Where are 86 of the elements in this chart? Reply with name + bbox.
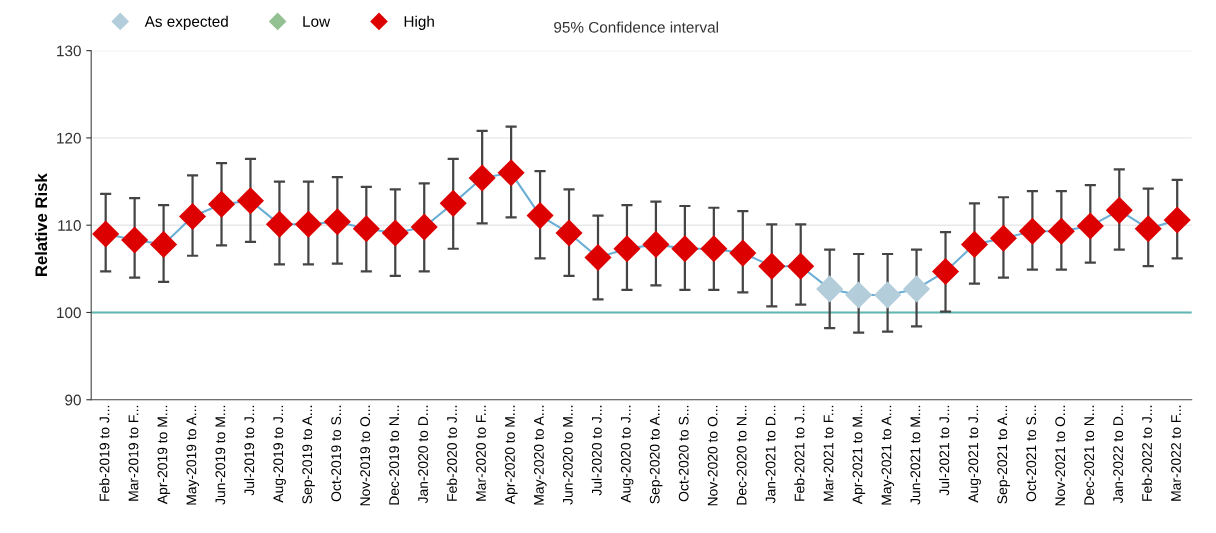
x-tick-label: Apr-2021 to M...	[852, 405, 866, 505]
point	[207, 190, 236, 218]
point	[584, 243, 612, 272]
x-tick-label: Sep-2019 to A...	[302, 405, 315, 504]
point	[700, 235, 728, 263]
point	[439, 189, 467, 217]
point	[1163, 206, 1191, 234]
x-tick-label: Jul-2020 to J...	[591, 405, 602, 496]
x-tick-label: Mar-2020 to F...	[476, 405, 486, 501]
y-tick-label: 110	[58, 220, 81, 231]
x-tick-label: Jan-2020 to D...	[418, 405, 428, 504]
x-tick-label: Aug-2020 to J...	[620, 405, 634, 503]
point	[729, 239, 757, 267]
point	[323, 208, 351, 236]
point	[150, 230, 178, 258]
x-tick-label: Feb-2019 to J...	[99, 405, 110, 501]
point	[758, 252, 786, 280]
point	[903, 275, 931, 303]
point	[613, 235, 641, 263]
x-tick-label: Jan-2021 to D...	[765, 405, 776, 504]
x-tick-label: Mar-2019 to F...	[128, 405, 139, 501]
x-tick-label: Nov-2019 to O...	[360, 405, 371, 506]
x-tick-label: Apr-2019 to M...	[157, 405, 171, 505]
x-tick-label: May-2019 to A...	[186, 405, 200, 505]
point	[1076, 212, 1104, 240]
point	[352, 215, 380, 243]
x-tick-label: Aug-2021 to J...	[968, 405, 981, 503]
point	[989, 224, 1017, 252]
x-tick-label: Nov-2020 to O...	[707, 405, 718, 506]
x-tick-label: Mar-2021 to F...	[823, 405, 834, 501]
x-tick-label: Jul-2021 to J...	[939, 405, 950, 496]
point	[497, 159, 525, 187]
point	[642, 230, 670, 258]
x-tick-label: Dec-2020 to N...	[736, 405, 747, 505]
x-tick-label: Sep-2020 to A...	[649, 405, 663, 504]
point	[179, 202, 207, 230]
point	[1018, 217, 1046, 245]
x-tick-label: Jun-2020 to M...	[562, 405, 573, 505]
x-tick-label: Oct-2019 to S...	[331, 405, 342, 502]
x-tick-label: May-2020 to A...	[533, 405, 547, 505]
point	[1047, 217, 1075, 245]
x-tick-label: Apr-2020 to M...	[505, 405, 518, 505]
x-tick-label: Jun-2021 to M...	[910, 405, 921, 505]
x-tick-label: Feb-2022 to J...	[1141, 405, 1152, 501]
point	[555, 219, 583, 247]
x-tick-label: Sep-2021 to A...	[997, 405, 1010, 504]
legend-label: Low	[303, 16, 331, 27]
y-tick-label: 130	[57, 45, 81, 57]
point	[410, 213, 438, 241]
point	[1134, 215, 1162, 243]
point	[960, 230, 989, 258]
point	[874, 281, 902, 309]
x-tick-label: Feb-2020 to J...	[446, 405, 457, 501]
text: 95% Confidence interval	[554, 21, 718, 33]
x-tick-label: Jul-2019 to J...	[244, 405, 255, 496]
point	[265, 210, 293, 238]
x-tick-label: May-2021 to A...	[881, 405, 895, 505]
point	[468, 164, 496, 192]
x-tick-label: Jun-2019 to M...	[215, 405, 226, 505]
x-tick-label: Dec-2019 to N...	[389, 405, 400, 505]
x-tick-label: Nov-2021 to O...	[1055, 405, 1066, 506]
point	[787, 252, 815, 280]
point	[526, 202, 554, 230]
point	[294, 210, 322, 238]
x-tick-label: Mar-2022 to F...	[1171, 405, 1181, 501]
x-tick-label: Aug-2019 to J...	[273, 405, 286, 503]
legend-label: As expected	[144, 15, 228, 30]
x-tick-label: Oct-2021 to S...	[1026, 405, 1037, 502]
y-axis-title: Relative Risk	[34, 173, 48, 276]
point	[931, 257, 960, 285]
point	[92, 220, 120, 248]
x-tick-label: Feb-2021 to J...	[794, 405, 805, 501]
point	[236, 187, 265, 215]
y-tick-label: 120	[57, 132, 81, 144]
point	[671, 235, 699, 263]
x-tick-label: Jan-2022 to D...	[1113, 405, 1124, 504]
point	[1105, 196, 1133, 224]
point	[816, 275, 844, 303]
y-tick-label: 100	[57, 307, 81, 319]
y-tick-label: 90	[65, 394, 81, 406]
point	[381, 219, 409, 247]
point	[845, 281, 873, 309]
x-tick-label: Oct-2020 to S...	[678, 405, 689, 502]
x-tick-label: Dec-2021 to N...	[1084, 405, 1095, 505]
legend-label: High	[404, 15, 434, 30]
point	[121, 226, 149, 254]
